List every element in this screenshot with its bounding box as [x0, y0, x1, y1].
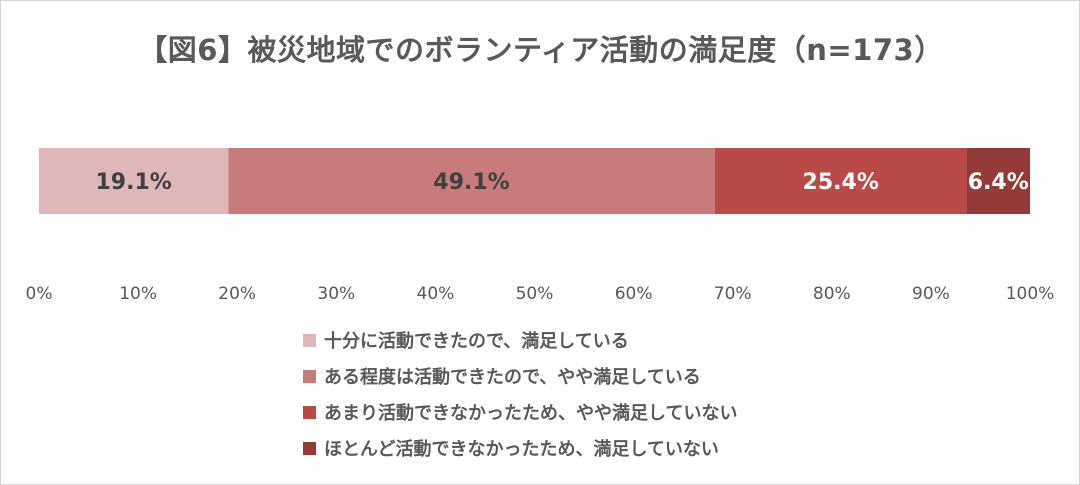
bar-segment-3 [714, 148, 967, 214]
legend-item-4: ほとんど活動できなかったため、満足していない [303, 430, 737, 466]
bar-segment-2 [228, 148, 715, 214]
x-tick-label: 60% [615, 284, 653, 304]
x-tick-label: 100% [1006, 284, 1055, 304]
x-tick-label: 0% [26, 284, 53, 304]
legend-label: あまり活動できなかったため、やや満足していない [324, 403, 738, 424]
data-label-2: 49.1% [433, 170, 509, 195]
x-tick-label: 30% [317, 284, 355, 304]
x-tick-label: 80% [813, 284, 851, 304]
x-tick-label: 20% [218, 284, 256, 304]
legend-label: ほとんど活動できなかったため、満足していない [324, 439, 719, 460]
legend-swatch [303, 333, 316, 347]
legend-item-1: 十分に活動できたので、満足している [303, 322, 737, 358]
chart-title: 【図6】被災地域でのボランティア活動の満足度（n=173） [138, 33, 944, 67]
x-tick-label: 70% [714, 284, 752, 304]
bar-segment-1 [39, 148, 229, 214]
legend-swatch [303, 441, 316, 455]
legend-swatch [303, 405, 316, 419]
legend-item-2: ある程度は活動できたので、やや満足している [303, 358, 737, 394]
x-tick-label: 90% [912, 284, 950, 304]
x-tick-label: 40% [417, 284, 455, 304]
x-tick-label: 10% [119, 284, 157, 304]
legend-item-3: あまり活動できなかったため、やや満足していない [303, 394, 737, 430]
data-label-3: 25.4% [803, 170, 879, 195]
x-tick-label: 50% [516, 284, 554, 304]
data-label-4: 6.4% [968, 170, 1029, 195]
legend-label: 十分に活動できたので、満足している [324, 331, 629, 352]
chart-legend: 十分に活動できたので、満足しているある程度は活動できたので、やや満足しているあま… [303, 322, 737, 466]
data-label-1: 19.1% [95, 170, 171, 195]
legend-label: ある程度は活動できたので、やや満足している [324, 367, 701, 388]
bar-segment-4 [966, 148, 1030, 214]
legend-swatch [303, 369, 316, 383]
